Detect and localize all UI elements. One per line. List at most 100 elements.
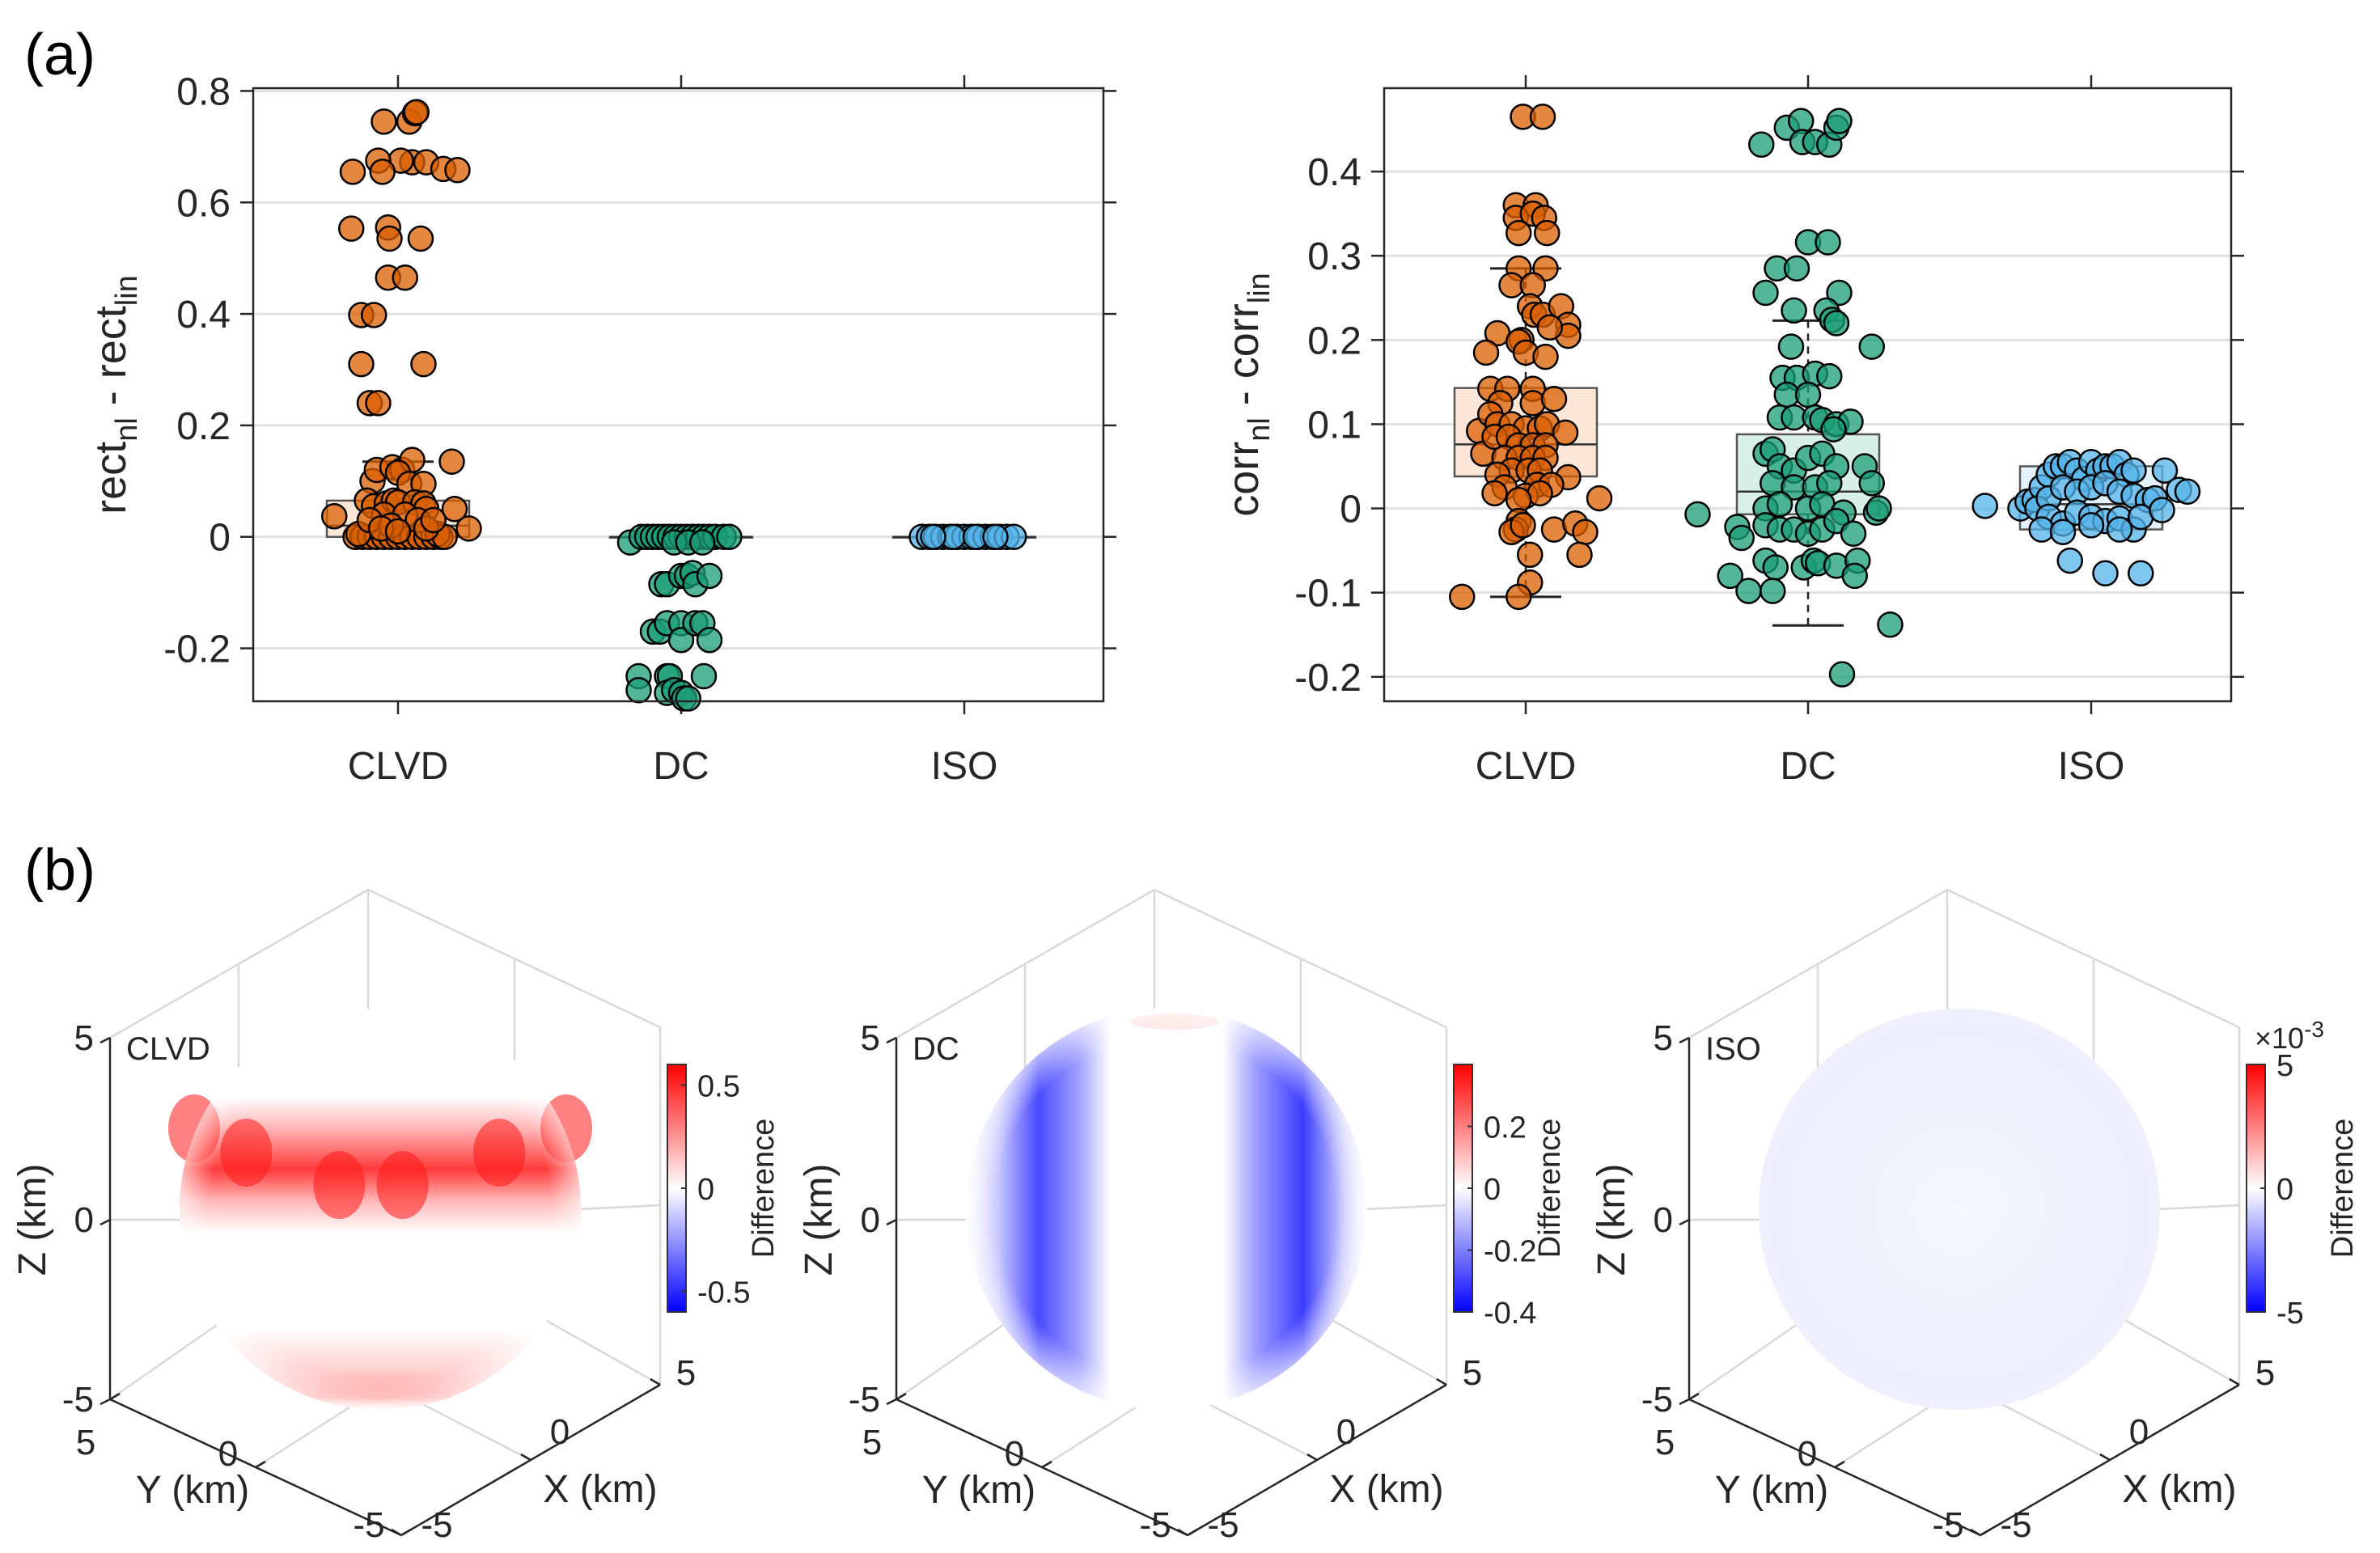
data-point-dc [675, 685, 701, 712]
data-point-clvd [365, 390, 392, 417]
data-point-clvd [1449, 583, 1476, 611]
data-point-dc [690, 662, 718, 690]
colorbar-tick-label: 0.2 [1484, 1111, 1527, 1145]
data-point-dc [1684, 501, 1711, 528]
data-point-iso [2149, 497, 2175, 523]
data-point-clvd [361, 302, 387, 328]
ytick-label: 0 [1340, 489, 1362, 531]
data-point-dc [1752, 279, 1779, 307]
data-point-dc [696, 562, 723, 590]
data-point-clvd [1566, 541, 1593, 569]
colorbar-tick-label: 0 [2276, 1173, 2293, 1207]
x-tick [1436, 1377, 1447, 1386]
data-point-dc [1748, 131, 1775, 159]
data-point-iso [2128, 560, 2154, 586]
data-point-dc [625, 676, 652, 704]
data-point-clvd [1481, 480, 1508, 507]
ytick-label: 0.2 [176, 405, 231, 448]
data-point-dc [1762, 554, 1789, 581]
x-tick [2099, 1453, 2111, 1462]
grid-line-3d [1154, 888, 1447, 1029]
y-tick-label: 0 [1798, 1434, 1817, 1474]
data-point-dc [1826, 279, 1853, 307]
data-point-clvd [321, 502, 348, 530]
grid-line-3d [1946, 888, 2240, 1029]
xtick-label: CLVD [348, 745, 448, 788]
ytick-label: -0.1 [1294, 573, 1362, 616]
data-point-clvd [455, 515, 482, 542]
y-tick-label: 0 [218, 1434, 238, 1474]
z-tick [1679, 1218, 1690, 1226]
grid-line-3d [367, 888, 661, 1029]
data-point-iso [2049, 518, 2077, 545]
z-tick [100, 1218, 111, 1226]
y-tick-label: 5 [76, 1423, 95, 1462]
data-point-dc [1781, 297, 1807, 324]
y-axis-label: Y (km) [1715, 1469, 1828, 1512]
data-point-iso [2056, 547, 2083, 574]
y-tick [1688, 1392, 1700, 1401]
data-point-dc [1760, 578, 1786, 604]
ytick-label: 0.4 [176, 294, 231, 336]
data-point-clvd [1505, 583, 1532, 611]
y-tick [255, 1460, 266, 1469]
data-point-clvd [441, 496, 468, 523]
x-tick-label: -5 [421, 1505, 452, 1545]
sphere-shading [966, 1009, 1367, 1410]
colorbar-tick-label: -0.4 [1484, 1297, 1536, 1331]
ylabel-sub-lin: lin [1243, 273, 1277, 303]
data-point-dc [667, 626, 695, 654]
data-point-dc [1841, 562, 1868, 590]
data-point-iso [2092, 560, 2119, 586]
x-axis-label: X (km) [543, 1468, 657, 1511]
data-point-dc [1816, 362, 1843, 390]
ylabel-main: rect [87, 442, 135, 514]
y-tick [1041, 1460, 1052, 1469]
data-point-dc [1865, 495, 1892, 522]
data-point-dc [716, 523, 743, 550]
panel-label-b: (b) [24, 838, 95, 903]
data-point-dc [1826, 108, 1853, 134]
y-tick [1980, 1528, 1991, 1537]
ylabel-sub-nl: nl [1243, 417, 1277, 442]
y-axis-label: Y (km) [136, 1469, 249, 1512]
colorbar-label: Difference [1533, 1119, 1567, 1259]
exponent-power: -3 [2304, 1017, 2324, 1042]
z-tick [886, 1398, 897, 1406]
data-point-clvd [1532, 343, 1559, 370]
data-point-clvd [1510, 512, 1536, 539]
data-point-clvd [420, 506, 447, 534]
z-axis-label: Z (km) [11, 1164, 54, 1276]
data-point-clvd [369, 159, 396, 185]
ytick-label: 0.2 [1307, 319, 1362, 362]
x-tick-label: 5 [1463, 1353, 1482, 1393]
colorbar-tick-label: 5 [2276, 1049, 2293, 1083]
z-tick-label: 0 [861, 1200, 880, 1240]
plot-frame [1383, 87, 2233, 703]
panel-tag: CLVD [126, 1031, 210, 1067]
panel-label-a: (a) [24, 23, 95, 87]
data-point-clvd [1536, 314, 1563, 341]
data-point-dc [689, 529, 716, 556]
plot-area [253, 88, 1103, 701]
data-point-clvd [371, 108, 397, 135]
data-point-dc [1777, 333, 1805, 360]
data-point-clvd [403, 99, 430, 125]
x-axis-label: X (km) [2122, 1468, 2236, 1511]
chart-corr-difference: -0.2 -0.1 0 0.1 0.2 0.3 0.4 CLVD DC ISO corrnl - c… [1219, 75, 2244, 788]
data-point-clvd [1505, 219, 1532, 247]
data-point-clvd [1519, 390, 1546, 417]
data-point-iso [2174, 478, 2201, 505]
y-axis-label: corrnl - corrlin [1219, 273, 1277, 517]
y-tick [1187, 1528, 1198, 1537]
y-tick-label: -5 [353, 1505, 384, 1545]
colorbar-exponent: ×10-3 [2255, 1017, 2324, 1055]
colorbar-tick-label: -0.2 [1484, 1235, 1536, 1269]
ytick-label: 0.4 [1307, 151, 1362, 194]
data-point-dc [1794, 381, 1822, 408]
data-point-dc [1858, 333, 1885, 360]
x-tick [391, 1528, 402, 1537]
